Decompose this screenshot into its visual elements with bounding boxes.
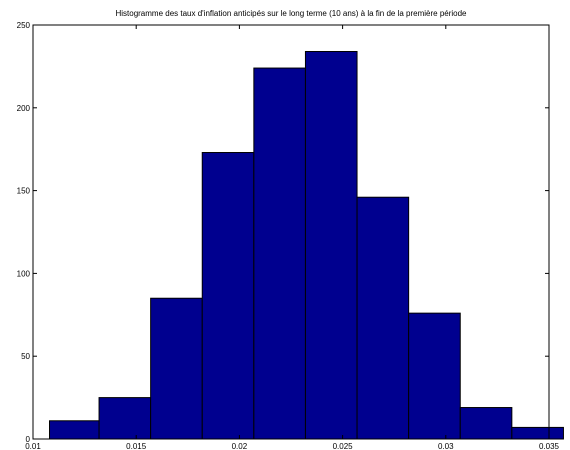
- y-tick-label: 200: [17, 104, 31, 113]
- x-tick-label: 0.035: [539, 442, 560, 450]
- histogram-bar: [49, 420, 100, 440]
- histogram-bar: [511, 426, 564, 440]
- histogram-bar: [98, 397, 152, 440]
- x-tick-label: 0.03: [438, 442, 454, 450]
- histogram-bar: [304, 50, 358, 440]
- axes-box: [32, 24, 550, 440]
- y-tick-label: 0: [26, 435, 31, 444]
- x-axis-ticks: 0.01 0.015 0.02 0.025 0.03 0.035: [25, 25, 560, 450]
- chart-title: Histogramme des taux d'inflation anticip…: [115, 9, 467, 18]
- histogram-bar: [253, 67, 306, 440]
- histogram-bar: [459, 407, 513, 440]
- y-tick-label: 150: [17, 187, 31, 196]
- y-tick-label: 100: [17, 269, 31, 278]
- x-tick-label: 0.01: [25, 442, 41, 450]
- y-tick-label: 50: [21, 352, 30, 361]
- x-tick-label: 0.025: [333, 442, 354, 450]
- y-tick-label: 250: [17, 21, 31, 30]
- x-tick-label: 0.02: [232, 442, 248, 450]
- histogram-bar: [150, 297, 203, 440]
- bars-group: [49, 50, 564, 440]
- histogram-bar: [408, 312, 461, 440]
- y-axis-ticks: 0 50 100 150 200 250: [17, 21, 549, 444]
- histogram-bar: [201, 152, 255, 440]
- histogram-bar: [356, 196, 410, 440]
- x-tick-label: 0.015: [126, 442, 147, 450]
